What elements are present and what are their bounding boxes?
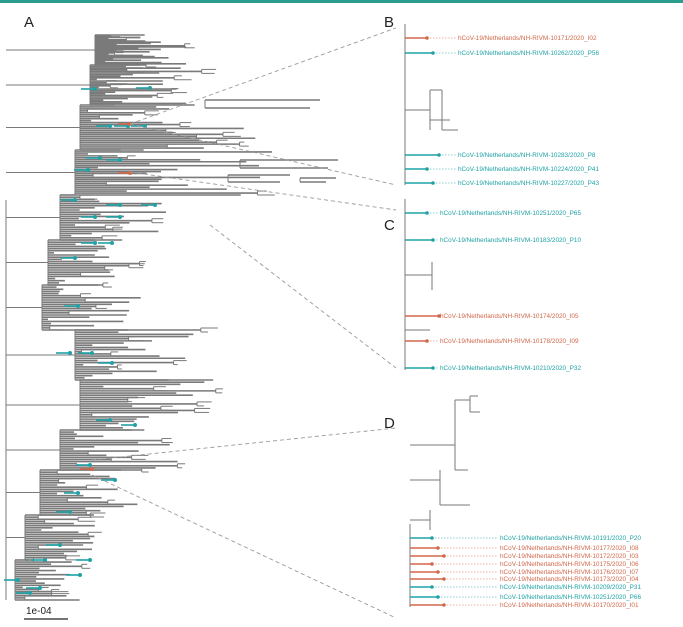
tip-label: hCoV-19/Netherlands/NH-RIVM-10172/2020_I…	[500, 553, 639, 560]
scale-bar-label: 1e-04	[26, 606, 52, 617]
top-accent-rule	[0, 0, 683, 3]
tip-label: hCoV-19/Netherlands/NH-RIVM-10209/2020_P…	[500, 584, 641, 591]
tip-label: hCoV-19/Netherlands/NH-RIVM-10191/2020_P…	[500, 535, 641, 542]
patient-tip-dot	[78, 573, 82, 577]
patient-tip-dot	[431, 181, 435, 185]
patient-tip-dot	[88, 558, 92, 562]
patient-tip-dot	[425, 167, 429, 171]
tip-label: hCoV-19/Netherlands/NH-RIVM-10210/2020_P…	[440, 365, 581, 372]
patient-tip-dot	[93, 215, 97, 219]
tip-label: hCoV-19/Netherlands/NH-RIVM-10177/2020_I…	[500, 545, 639, 552]
staff-tip-dot	[425, 36, 429, 40]
staff-tip-dot	[436, 570, 440, 574]
staff-tip-dot	[425, 339, 429, 343]
panel-a-tree	[4, 34, 338, 601]
staff-tip-dot	[430, 562, 434, 566]
patient-tip-dot	[148, 86, 152, 90]
patient-tip-dot	[430, 585, 434, 589]
patient-tip-dot	[108, 124, 112, 128]
patient-tip-dot	[133, 423, 137, 427]
panel-d-tree: hCoV-19/Netherlands/NH-RIVM-10191/2020_P…	[409, 395, 641, 609]
patient-tip-dot	[76, 304, 80, 308]
staff-tip-dot	[442, 603, 446, 607]
panel-b-letter: B	[384, 14, 394, 31]
staff-tip-dot	[436, 546, 440, 550]
patient-tip-dot	[436, 595, 440, 599]
patient-tip-dot	[68, 510, 72, 514]
patient-tip-dot	[118, 158, 122, 162]
patient-tip-dot	[76, 491, 80, 495]
zoom-connector-line	[91, 474, 397, 619]
staff-tip-dot	[442, 554, 446, 558]
zoom-connector-line	[129, 123, 397, 186]
patient-tip-dot	[86, 168, 90, 172]
patient-tip-dot	[38, 586, 42, 590]
patient-tip-dot	[88, 463, 92, 467]
tip-label: hCoV-19/Netherlands/NH-RIVM-10183/2020_P…	[440, 237, 581, 244]
tip-label: hCoV-19/Netherlands/NH-RIVM-10262/2020_P…	[458, 50, 599, 57]
tip-label: hCoV-19/Netherlands/NH-RIVM-10283/2020_P…	[458, 152, 596, 159]
patient-tip-dot	[118, 203, 122, 207]
patient-tip-dot	[431, 51, 435, 55]
tip-label: hCoV-19/Netherlands/NH-RIVM-10170/2020_I…	[500, 602, 639, 609]
patient-tip-dot	[425, 211, 429, 215]
patient-tip-dot	[98, 156, 102, 160]
patient-tip-dot	[431, 366, 435, 370]
tip-label: hCoV-19/Netherlands/NH-RIVM-10224/2020_P…	[458, 166, 599, 173]
patient-tip-dot	[93, 241, 97, 245]
zoom-connector-line	[129, 27, 397, 125]
zoom-connector-line	[209, 224, 397, 369]
patient-tip-dot	[16, 578, 20, 582]
tip-label: hCoV-19/Netherlands/NH-RIVM-10171/2020_I…	[458, 35, 597, 42]
staff-tip-dot	[90, 467, 94, 471]
staff-tip-dot	[437, 314, 441, 318]
patient-tip-dot	[437, 153, 441, 157]
panel-c-letter: C	[384, 217, 395, 234]
zoom-connector-line	[91, 427, 397, 461]
patient-tip-dot	[73, 198, 77, 202]
zoom-connectors	[91, 27, 397, 619]
patient-tip-dot	[108, 418, 112, 422]
panel-b-tree: hCoV-19/Netherlands/NH-RIVM-10171/2020_I…	[404, 24, 599, 187]
tip-label: hCoV-19/Netherlands/NH-RIVM-10178/2020_I…	[440, 338, 579, 345]
zoom-connector-line	[129, 171, 397, 211]
tip-label: hCoV-19/Netherlands/NH-RIVM-10174/2020_I…	[440, 313, 579, 320]
panel-c-tree: hCoV-19/Netherlands/NH-RIVM-10251/2020_P…	[404, 199, 581, 372]
patient-tip-dot	[28, 591, 32, 595]
patient-tip-dot	[118, 215, 122, 219]
patient-tip-dot	[43, 558, 47, 562]
patient-tip-dot	[110, 241, 114, 245]
tip-label: hCoV-19/Netherlands/NH-RIVM-10251/2020_P…	[440, 210, 581, 217]
patient-tip-dot	[431, 238, 435, 242]
panel-a-letter: A	[24, 14, 34, 31]
patient-tip-dot	[93, 87, 97, 91]
patient-tip-dot	[153, 203, 157, 207]
patient-tip-dot	[58, 543, 62, 547]
tip-label: hCoV-19/Netherlands/NH-RIVM-10227/2020_P…	[458, 180, 599, 187]
scale-bar: 1e-04	[24, 606, 68, 620]
tip-label: hCoV-19/Netherlands/NH-RIVM-10251/2020_P…	[500, 594, 641, 601]
patient-tip-dot	[90, 351, 94, 355]
patient-tip-dot	[113, 478, 117, 482]
staff-tip-dot	[442, 577, 446, 581]
patient-tip-dot	[68, 351, 72, 355]
staff-tip-dot	[128, 171, 132, 175]
patient-tip-dot	[110, 361, 114, 365]
patient-tip-dot	[73, 256, 77, 260]
tip-label: hCoV-19/Netherlands/NH-RIVM-10173/2020_I…	[500, 576, 639, 583]
tip-label: hCoV-19/Netherlands/NH-RIVM-10175/2020_I…	[500, 561, 639, 568]
panel-d-letter: D	[384, 415, 395, 432]
patient-tip-dot	[430, 536, 434, 540]
tip-label: hCoV-19/Netherlands/NH-RIVM-10176/2020_I…	[500, 569, 639, 576]
